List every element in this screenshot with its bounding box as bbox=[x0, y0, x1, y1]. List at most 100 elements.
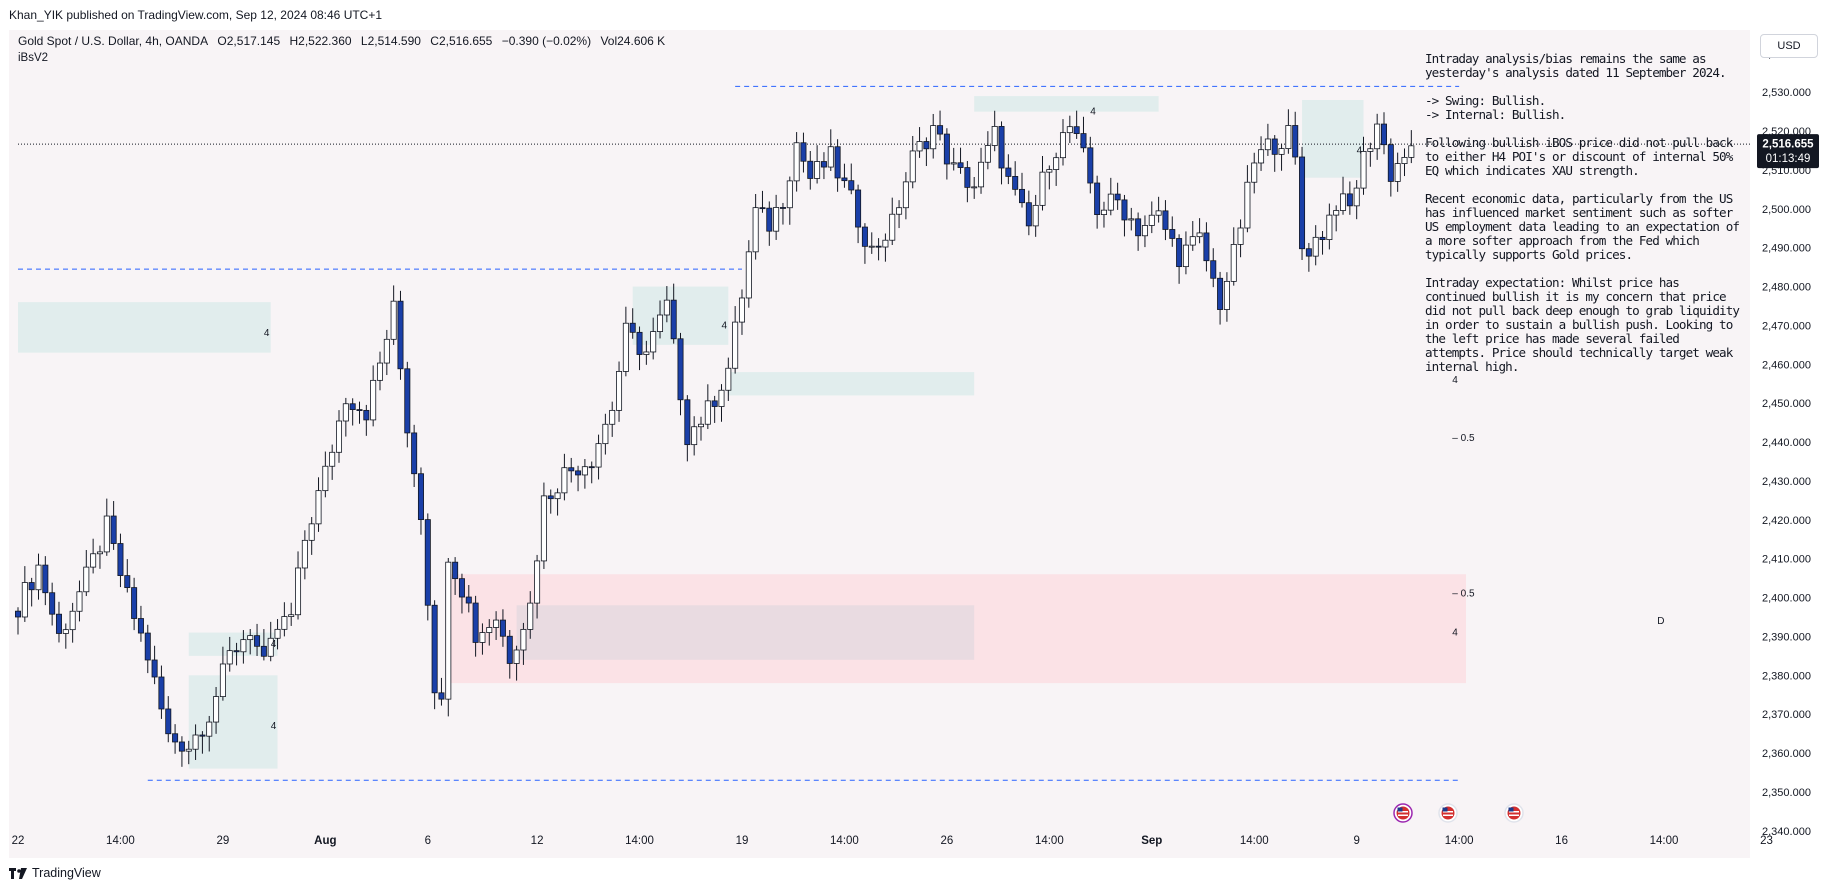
bull-candle bbox=[889, 213, 896, 241]
bear-candle bbox=[397, 300, 404, 370]
bull-candle bbox=[513, 649, 520, 664]
bull-candle bbox=[978, 161, 985, 188]
x-tick-label: 9 bbox=[1353, 835, 1359, 847]
indicator-label[interactable]: iBsV2 bbox=[18, 52, 49, 64]
bull-candle bbox=[1032, 204, 1039, 227]
bear-candle bbox=[28, 582, 35, 591]
bull-candle bbox=[1312, 236, 1319, 257]
tradingview-logo[interactable]: TradingView bbox=[9, 866, 101, 880]
currency-button[interactable]: USD bbox=[1760, 34, 1818, 58]
bear-candle bbox=[233, 650, 240, 653]
bull-candle bbox=[1367, 148, 1374, 152]
bear-candle bbox=[356, 409, 363, 411]
ohlc-open: O2,517.145 bbox=[217, 34, 281, 48]
bull-candle bbox=[1353, 187, 1360, 207]
bull-candle bbox=[1285, 125, 1292, 149]
bull-candle bbox=[1141, 225, 1148, 237]
bull-candle bbox=[984, 145, 991, 163]
bear-candle bbox=[1210, 260, 1217, 279]
ohlc-high: H2,522.360 bbox=[289, 34, 352, 48]
bull-candle bbox=[96, 551, 103, 555]
chart-area[interactable] bbox=[9, 30, 1797, 858]
analysis-internal: -> Internal: Bullish. bbox=[1425, 107, 1566, 122]
y-tick-label: 2,530.000 bbox=[1762, 87, 1811, 99]
x-tick-label: Sep bbox=[1141, 835, 1162, 847]
bear-candle bbox=[670, 299, 677, 340]
x-axis-ticks: 22 14:00 29 Aug 6 12 14:00 19 14:00 26 14:00 Sep 14:… bbox=[12, 835, 1773, 847]
bear-candle bbox=[1121, 199, 1128, 221]
bull-candle bbox=[1408, 145, 1415, 158]
candles-layer bbox=[14, 109, 1415, 767]
bear-candle bbox=[452, 561, 459, 580]
poi-zone bbox=[18, 302, 271, 353]
bull-candle bbox=[1107, 193, 1114, 211]
bear-candle bbox=[820, 161, 827, 168]
bull-candle bbox=[657, 314, 664, 332]
bull-candle bbox=[1066, 126, 1073, 134]
bull-candle bbox=[1100, 209, 1107, 215]
bull-candle bbox=[786, 180, 793, 209]
bear-candle bbox=[861, 226, 868, 247]
bull-candle bbox=[896, 207, 903, 215]
bull-candle bbox=[793, 142, 800, 182]
bull-candle bbox=[1401, 156, 1408, 164]
bear-candle bbox=[55, 613, 62, 634]
tradingview-brand: TradingView bbox=[32, 866, 101, 880]
bull-candle bbox=[69, 610, 76, 631]
x-tick-label: 23 bbox=[1760, 835, 1773, 847]
chart-annotation: 4 bbox=[1357, 146, 1363, 157]
bear-candle bbox=[629, 322, 636, 333]
bull-candle bbox=[315, 490, 322, 525]
bull-candle bbox=[1039, 171, 1046, 206]
y-tick-label: 2,440.000 bbox=[1762, 437, 1811, 449]
poi-zone bbox=[728, 372, 975, 396]
y-tick-label: 2,480.000 bbox=[1762, 282, 1811, 294]
y-tick-label: 2,340.000 bbox=[1762, 826, 1811, 838]
analysis-bias: Intraday analysis/bias remains the same … bbox=[1425, 51, 1727, 80]
bear-candle bbox=[1217, 277, 1224, 310]
bear-candle bbox=[636, 331, 643, 355]
bear-candle bbox=[588, 466, 595, 469]
x-tick-label: 14:00 bbox=[1650, 835, 1679, 847]
us-flag-icon bbox=[1393, 803, 1413, 823]
poi-zone bbox=[188, 675, 278, 769]
bull-candle bbox=[83, 566, 90, 593]
bear-candle bbox=[499, 619, 506, 637]
chart-annotation: 4 bbox=[1452, 628, 1458, 639]
bear-candle bbox=[547, 495, 554, 500]
bear-candle bbox=[800, 142, 807, 162]
bull-candle bbox=[62, 629, 69, 634]
ohlc-close: C2,516.655 bbox=[430, 34, 493, 48]
x-tick-label: 14:00 bbox=[830, 835, 859, 847]
x-tick-label: Aug bbox=[314, 835, 336, 847]
price-tag-value: 2,516.655 bbox=[1762, 139, 1814, 151]
bull-candle bbox=[616, 371, 623, 411]
bull-candle bbox=[295, 567, 302, 616]
y-tick-label: 2,430.000 bbox=[1762, 476, 1811, 488]
bear-candle bbox=[568, 467, 575, 472]
bear-candle bbox=[1080, 133, 1087, 149]
bear-candle bbox=[42, 564, 49, 594]
bull-candle bbox=[663, 299, 670, 316]
x-tick-label: 26 bbox=[940, 835, 953, 847]
bear-candle bbox=[363, 409, 370, 421]
bull-candle bbox=[308, 523, 315, 541]
bear-candle bbox=[117, 543, 124, 576]
x-tick-label: 14:00 bbox=[106, 835, 135, 847]
bull-candle bbox=[609, 409, 616, 425]
bull-candle bbox=[247, 635, 254, 641]
bull-candle bbox=[1230, 244, 1237, 282]
symbol-legend[interactable]: Gold Spot / U.S. Dollar, 4h, OANDA O2,51… bbox=[18, 34, 671, 48]
bear-candle bbox=[943, 133, 950, 165]
bear-candle bbox=[855, 189, 862, 228]
bear-candle bbox=[807, 160, 814, 179]
bull-candle bbox=[1264, 138, 1271, 151]
bull-candle bbox=[288, 614, 295, 617]
bull-candle bbox=[1237, 227, 1244, 245]
y-tick-label: 2,400.000 bbox=[1762, 593, 1811, 605]
bear-candle bbox=[1087, 147, 1094, 184]
bear-candle bbox=[137, 618, 144, 634]
bull-candle bbox=[1182, 244, 1189, 268]
bull-candle bbox=[390, 300, 397, 340]
